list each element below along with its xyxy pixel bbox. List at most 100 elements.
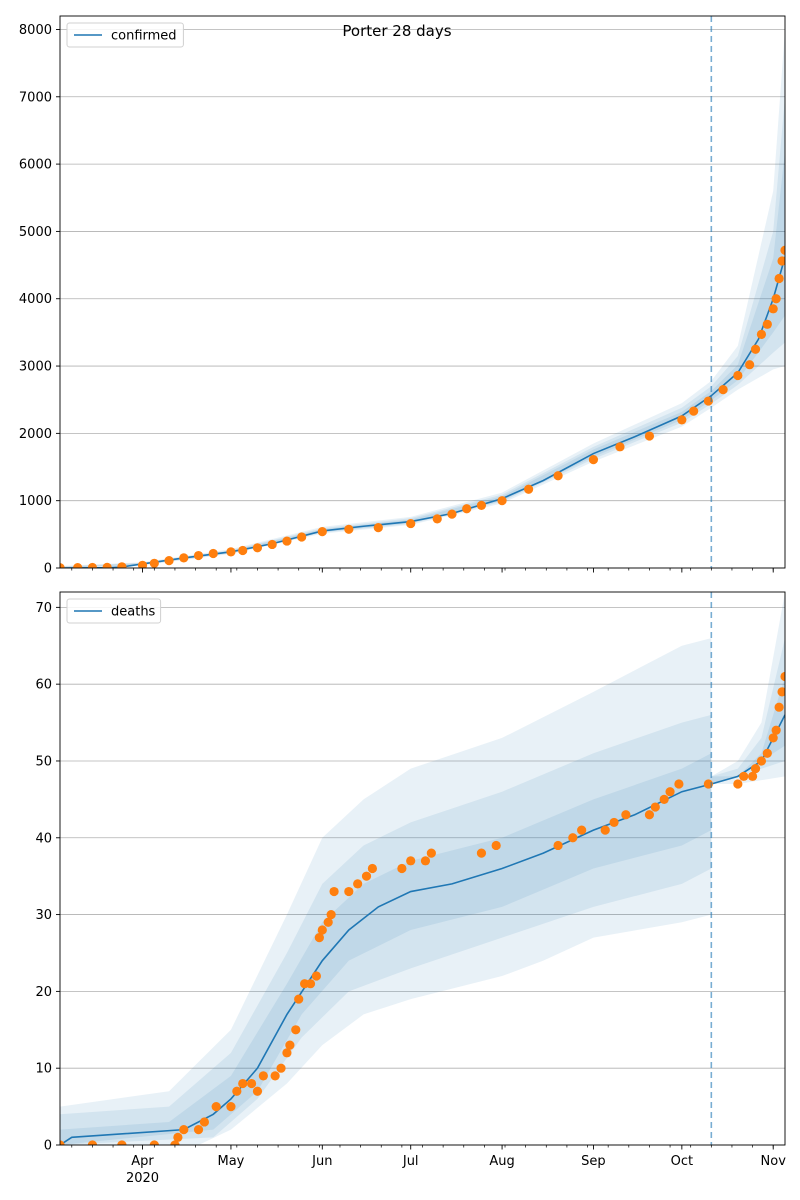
observed-point [199,1117,210,1127]
observed-point [771,294,781,304]
y-tick-label: 30 [35,908,52,923]
observed-point [258,1071,268,1081]
observed-point [226,547,236,557]
observed-point [780,245,785,255]
y-tick-label: 50 [35,754,52,769]
observed-point [164,555,174,566]
observed-point [344,886,354,897]
uncertainty-band-0 [60,592,785,1145]
observed-point [270,1071,280,1081]
observed-point [476,848,487,858]
observed-point [615,442,625,452]
observed-point [600,825,610,835]
observed-point [745,360,755,370]
observed-point [246,1078,257,1089]
observed-point [756,329,767,340]
observed-point [87,1140,98,1145]
x-tick-label: May [217,1154,244,1169]
observed-point [644,431,655,441]
observed-point [282,1048,292,1058]
observed-point [73,562,83,568]
x-tick-label: Apr [131,1154,154,1169]
observed-point [774,702,784,712]
observed-point [317,925,327,935]
observed-point [326,909,336,920]
y-tick-label: 7000 [19,90,52,105]
observed-point [211,1101,221,1112]
y-tick-label: 1000 [19,494,52,509]
observed-point [282,536,292,546]
observed-point [420,856,431,866]
observed-point [523,484,534,494]
observed-point [276,1063,286,1073]
chart-title: Porter 28 days [342,22,451,40]
observed-point [373,523,383,533]
legend-label: deaths [111,605,156,620]
observed-point [173,1132,183,1142]
observed-point [476,500,487,510]
observed-point [768,304,778,314]
plot-area [60,592,785,1145]
observed-point [179,1125,189,1135]
observed-point [768,733,778,743]
observed-point [609,817,619,828]
observed-point [297,532,307,542]
y-tick-label: 40 [35,831,52,846]
observed-point [739,771,749,781]
observed-point [361,871,372,881]
observed-point [689,406,699,416]
observed-point [777,256,785,266]
observed-point [497,496,507,506]
plot-area [60,29,785,568]
observed-point [353,879,363,889]
observed-point [149,558,159,568]
observed-point [762,319,772,329]
observed-point [87,562,98,568]
observed-point [137,560,148,568]
y-tick-label: 10 [35,1062,52,1077]
observed-point [329,886,339,897]
observed-point [238,545,248,556]
observed-point [568,833,578,843]
observed-point [102,562,112,568]
observed-point [232,1086,242,1096]
observed-point [367,863,377,874]
y-tick-label: 6000 [19,158,52,173]
observed-point [659,794,669,804]
observed-point [677,415,687,425]
observed-point [621,810,631,820]
y-tick-label: 60 [35,678,52,693]
observed-point [267,539,277,550]
observed-point [226,1101,236,1112]
observed-point [750,344,761,354]
observed-point [117,562,127,568]
uncertainty-band-1 [60,638,785,1145]
observed-point [323,917,333,927]
observed-point [553,840,563,851]
y-tick-label: 0 [44,562,52,577]
observed-point [432,514,442,524]
observed-point [317,527,327,537]
x-tick-label: Aug [489,1154,514,1169]
observed-point [447,509,457,519]
observed-point [774,273,784,284]
observed-point [117,1140,127,1145]
y-tick-label: 70 [35,601,52,616]
observed-point [60,563,65,568]
observed-point [305,979,316,989]
uncertainty-band-2 [60,676,785,1145]
observed-point [291,1025,301,1035]
y-tick-label: 20 [35,985,52,1000]
observed-point [674,779,684,789]
observed-point [733,370,743,381]
observed-point [718,385,728,395]
legend-box [66,598,162,624]
observed-point [588,455,599,465]
observed-point [314,933,324,943]
observed-point [294,994,304,1004]
observed-point [252,1086,263,1096]
x-tick-label: Jul [402,1154,419,1169]
observed-point [311,971,322,981]
observed-point [406,518,416,529]
observed-point [179,553,189,563]
